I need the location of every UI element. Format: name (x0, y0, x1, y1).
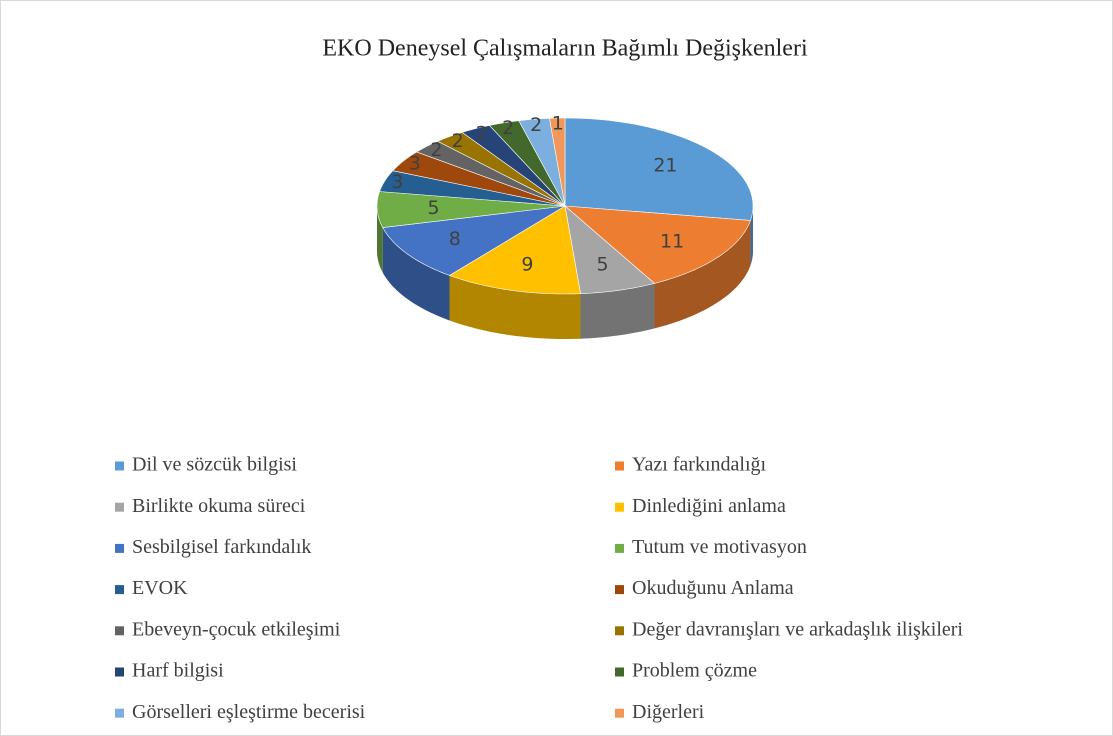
data-label: 2 (430, 139, 442, 161)
legend-swatch (615, 543, 624, 553)
slice-side-shade (750, 206, 753, 266)
slice-side-shade (654, 220, 751, 329)
legend-label: Okuduğunu Anlama (632, 577, 794, 599)
legend-label: EVOK (132, 577, 188, 599)
data-label: 21 (653, 155, 677, 177)
legend-label: Sesbilgisel farkındalık (132, 536, 311, 558)
legend-label: Harf bilgisi (132, 660, 224, 682)
data-label: 11 (660, 230, 684, 252)
legend-swatch (115, 543, 124, 553)
legend-label: Ebeveyn-çocuk etkileşimi (132, 618, 341, 640)
slice-side-shade (377, 206, 383, 273)
slice (549, 117, 566, 207)
slice (564, 117, 754, 221)
slice (382, 205, 566, 276)
slice-side (382, 227, 450, 321)
legend-swatch (115, 667, 124, 677)
data-label: 3 (391, 171, 403, 193)
legend-label: Diğerleri (632, 701, 705, 723)
slice-side (377, 206, 383, 273)
slice-side (654, 220, 751, 329)
legend-label: Dinlediğini anlama (632, 495, 786, 517)
data-label: 1 (552, 113, 564, 135)
legend-swatch (615, 708, 624, 718)
slice-side-shade (449, 275, 581, 339)
data-label: 9 (521, 254, 533, 276)
data-label: 5 (427, 197, 439, 219)
slice-side (580, 283, 655, 339)
legend-swatch (615, 502, 624, 512)
legend-label: Görselleri eşleştirme becerisi (132, 701, 366, 723)
legend-swatch (615, 626, 624, 636)
legend-swatch (115, 708, 124, 718)
legend-label: Tutum ve motivasyon (632, 536, 807, 558)
data-label: 3 (409, 153, 421, 175)
slice-side-shade (580, 283, 655, 339)
legend-swatch (115, 585, 124, 595)
slice (379, 170, 566, 207)
slice (436, 131, 566, 207)
slice (564, 205, 751, 284)
data-label: 8 (449, 228, 461, 250)
legend-label: Problem çözme (632, 660, 757, 682)
legend-label: Değer davranışları ve arkadaşlık ilişkil… (632, 618, 963, 640)
legend-swatch (615, 585, 624, 595)
slice (461, 125, 566, 207)
slice (488, 120, 566, 207)
slice (392, 151, 566, 207)
data-label: 2 (476, 123, 488, 145)
data-label: 5 (597, 254, 609, 276)
slice (415, 140, 566, 207)
slice-side-shade (382, 227, 450, 321)
slice (564, 205, 656, 295)
data-label: 2 (502, 117, 514, 139)
data-label: 2 (530, 114, 542, 136)
legend-label: Yazı farkındalığı (632, 454, 766, 476)
slice-side (750, 206, 753, 266)
legend-swatch (115, 502, 124, 512)
chart-title: EKO Deneysel Çalışmaların Bağımlı Değişk… (322, 36, 808, 62)
legend-swatch (115, 461, 124, 471)
legend-swatch (615, 461, 624, 471)
slice (518, 117, 566, 207)
data-label: 2 (452, 130, 464, 152)
slice-side (449, 275, 581, 339)
slice (448, 205, 581, 295)
legend-swatch (115, 626, 124, 636)
legend-label: Birlikte okuma süreci (132, 495, 306, 517)
legend-swatch (615, 667, 624, 677)
slice (376, 191, 566, 228)
legend-label: Dil ve sözcük bilgisi (132, 454, 297, 476)
